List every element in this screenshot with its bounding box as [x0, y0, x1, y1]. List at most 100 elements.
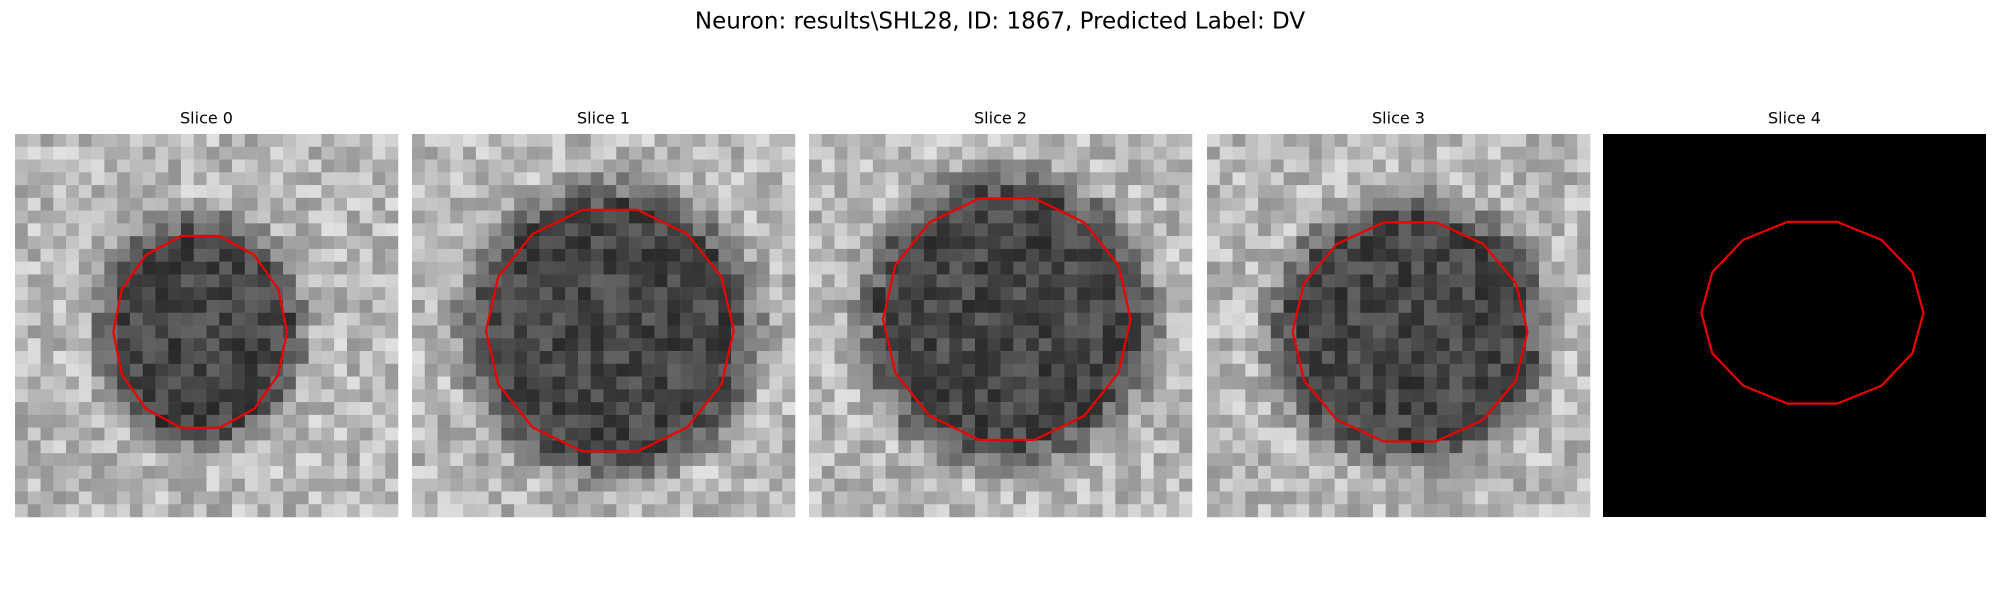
pixel — [987, 389, 1001, 403]
pixel — [257, 325, 271, 339]
pixel — [1089, 299, 1103, 313]
pixel — [526, 504, 540, 518]
pixel — [821, 185, 835, 199]
pixel — [78, 146, 92, 160]
pixel — [743, 159, 757, 173]
pixel — [1232, 210, 1246, 224]
pixel — [1051, 261, 1065, 275]
pixel — [450, 465, 464, 479]
pixel — [1526, 338, 1540, 352]
pixel — [1128, 185, 1142, 199]
pixel — [1153, 274, 1167, 288]
pixel — [821, 402, 835, 416]
pixel — [155, 389, 169, 403]
pixel — [270, 159, 284, 173]
pixel — [15, 185, 29, 199]
pixel — [821, 287, 835, 301]
pixel — [1000, 414, 1014, 428]
pixel — [1526, 287, 1540, 301]
pixel — [1245, 287, 1259, 301]
pixel — [590, 504, 604, 518]
pixel — [463, 299, 477, 313]
pixel — [66, 325, 80, 339]
pixel — [809, 376, 823, 390]
pixel — [1102, 491, 1116, 505]
pixel — [463, 185, 477, 199]
pixel — [1013, 248, 1027, 262]
pixel — [1500, 185, 1514, 199]
pixel — [270, 261, 284, 275]
pixel — [1232, 159, 1246, 173]
pixel — [1245, 159, 1259, 173]
pixel — [1258, 325, 1272, 339]
pixel — [898, 465, 912, 479]
pixel — [872, 134, 886, 148]
pixel — [782, 427, 796, 441]
pixel — [1051, 172, 1065, 186]
pixel — [1089, 210, 1103, 224]
pixel — [91, 299, 105, 313]
pixel — [1245, 465, 1259, 479]
pixel — [308, 376, 322, 390]
pixel — [526, 248, 540, 262]
pixel — [334, 325, 348, 339]
pixel — [1219, 287, 1233, 301]
pixel — [219, 427, 233, 441]
pixel — [372, 287, 386, 301]
pixel — [295, 261, 309, 275]
pixel — [219, 146, 233, 160]
pixel — [488, 210, 502, 224]
pixel — [1258, 465, 1272, 479]
pixel — [718, 197, 732, 211]
pixel — [15, 351, 29, 365]
pixel — [78, 376, 92, 390]
pixel — [1475, 325, 1489, 339]
pixel — [834, 376, 848, 390]
pixel — [1038, 414, 1052, 428]
roi-contour — [1291, 221, 1529, 443]
pixel — [1424, 414, 1438, 428]
pixel — [1013, 478, 1027, 492]
pixel — [308, 351, 322, 365]
pixel — [705, 172, 719, 186]
pixel — [155, 465, 169, 479]
pixel — [1258, 312, 1272, 326]
pixel — [1538, 159, 1552, 173]
pixel — [654, 261, 668, 275]
pixel — [743, 376, 757, 390]
pixel — [180, 312, 194, 326]
pixel — [1347, 146, 1361, 160]
pixel — [834, 389, 848, 403]
pixel — [168, 453, 182, 467]
pixel — [539, 210, 553, 224]
pixel — [756, 299, 770, 313]
pixel — [412, 453, 426, 467]
slice-image — [412, 134, 796, 518]
pixel — [66, 376, 80, 390]
pixel — [654, 453, 668, 467]
pixel — [1232, 414, 1246, 428]
pixel — [321, 236, 335, 250]
pixel — [756, 146, 770, 160]
pixel — [334, 376, 348, 390]
pixel — [40, 261, 54, 275]
pixel — [1424, 440, 1438, 454]
pixel — [334, 351, 348, 365]
pixel — [1013, 338, 1027, 352]
pixel — [654, 159, 668, 173]
pixel — [1436, 134, 1450, 148]
pixel — [552, 236, 566, 250]
pixel — [334, 248, 348, 262]
pixel — [743, 453, 757, 467]
pixel — [1385, 491, 1399, 505]
pixel — [372, 248, 386, 262]
pixel — [193, 210, 207, 224]
pixel — [1475, 185, 1489, 199]
pixel — [91, 491, 105, 505]
pixel — [1270, 261, 1284, 275]
pixel — [860, 274, 874, 288]
pixel — [743, 223, 757, 237]
pixel — [1102, 402, 1116, 416]
pixel — [1219, 172, 1233, 186]
pixel — [1372, 453, 1386, 467]
